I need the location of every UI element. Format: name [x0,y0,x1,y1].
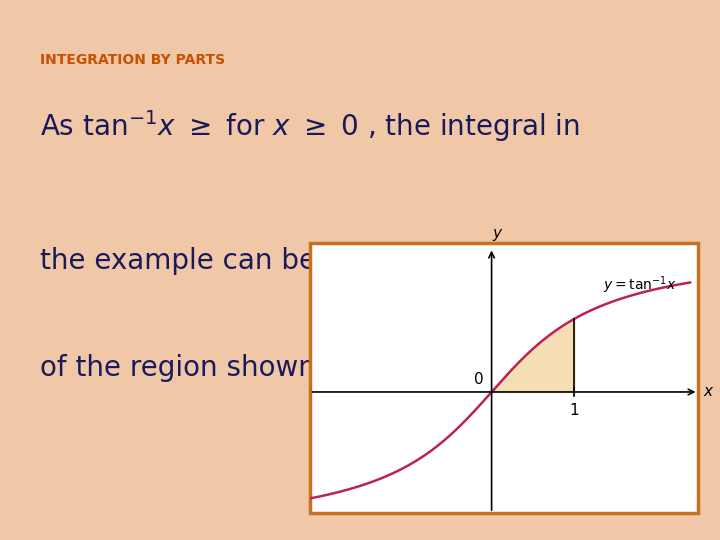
Text: 0: 0 [474,372,483,387]
Text: $y$: $y$ [492,227,504,243]
Text: As tan$^{-1}$$x$ $\geq$ for $x$ $\geq$ 0 , the integral in: As tan$^{-1}$$x$ $\geq$ for $x$ $\geq$ 0… [40,108,580,144]
Bar [310,243,698,513]
Text: INTEGRATION BY PARTS: INTEGRATION BY PARTS [40,53,225,67]
Text: 1: 1 [570,403,579,418]
Text: $y = \mathrm{tan}^{-1}x$: $y = \mathrm{tan}^{-1}x$ [603,274,677,296]
Text: of the region shown here.: of the region shown here. [40,354,396,382]
Text: the example can be interpreted as the area: the example can be interpreted as the ar… [40,247,646,275]
Text: $x$: $x$ [703,384,714,400]
